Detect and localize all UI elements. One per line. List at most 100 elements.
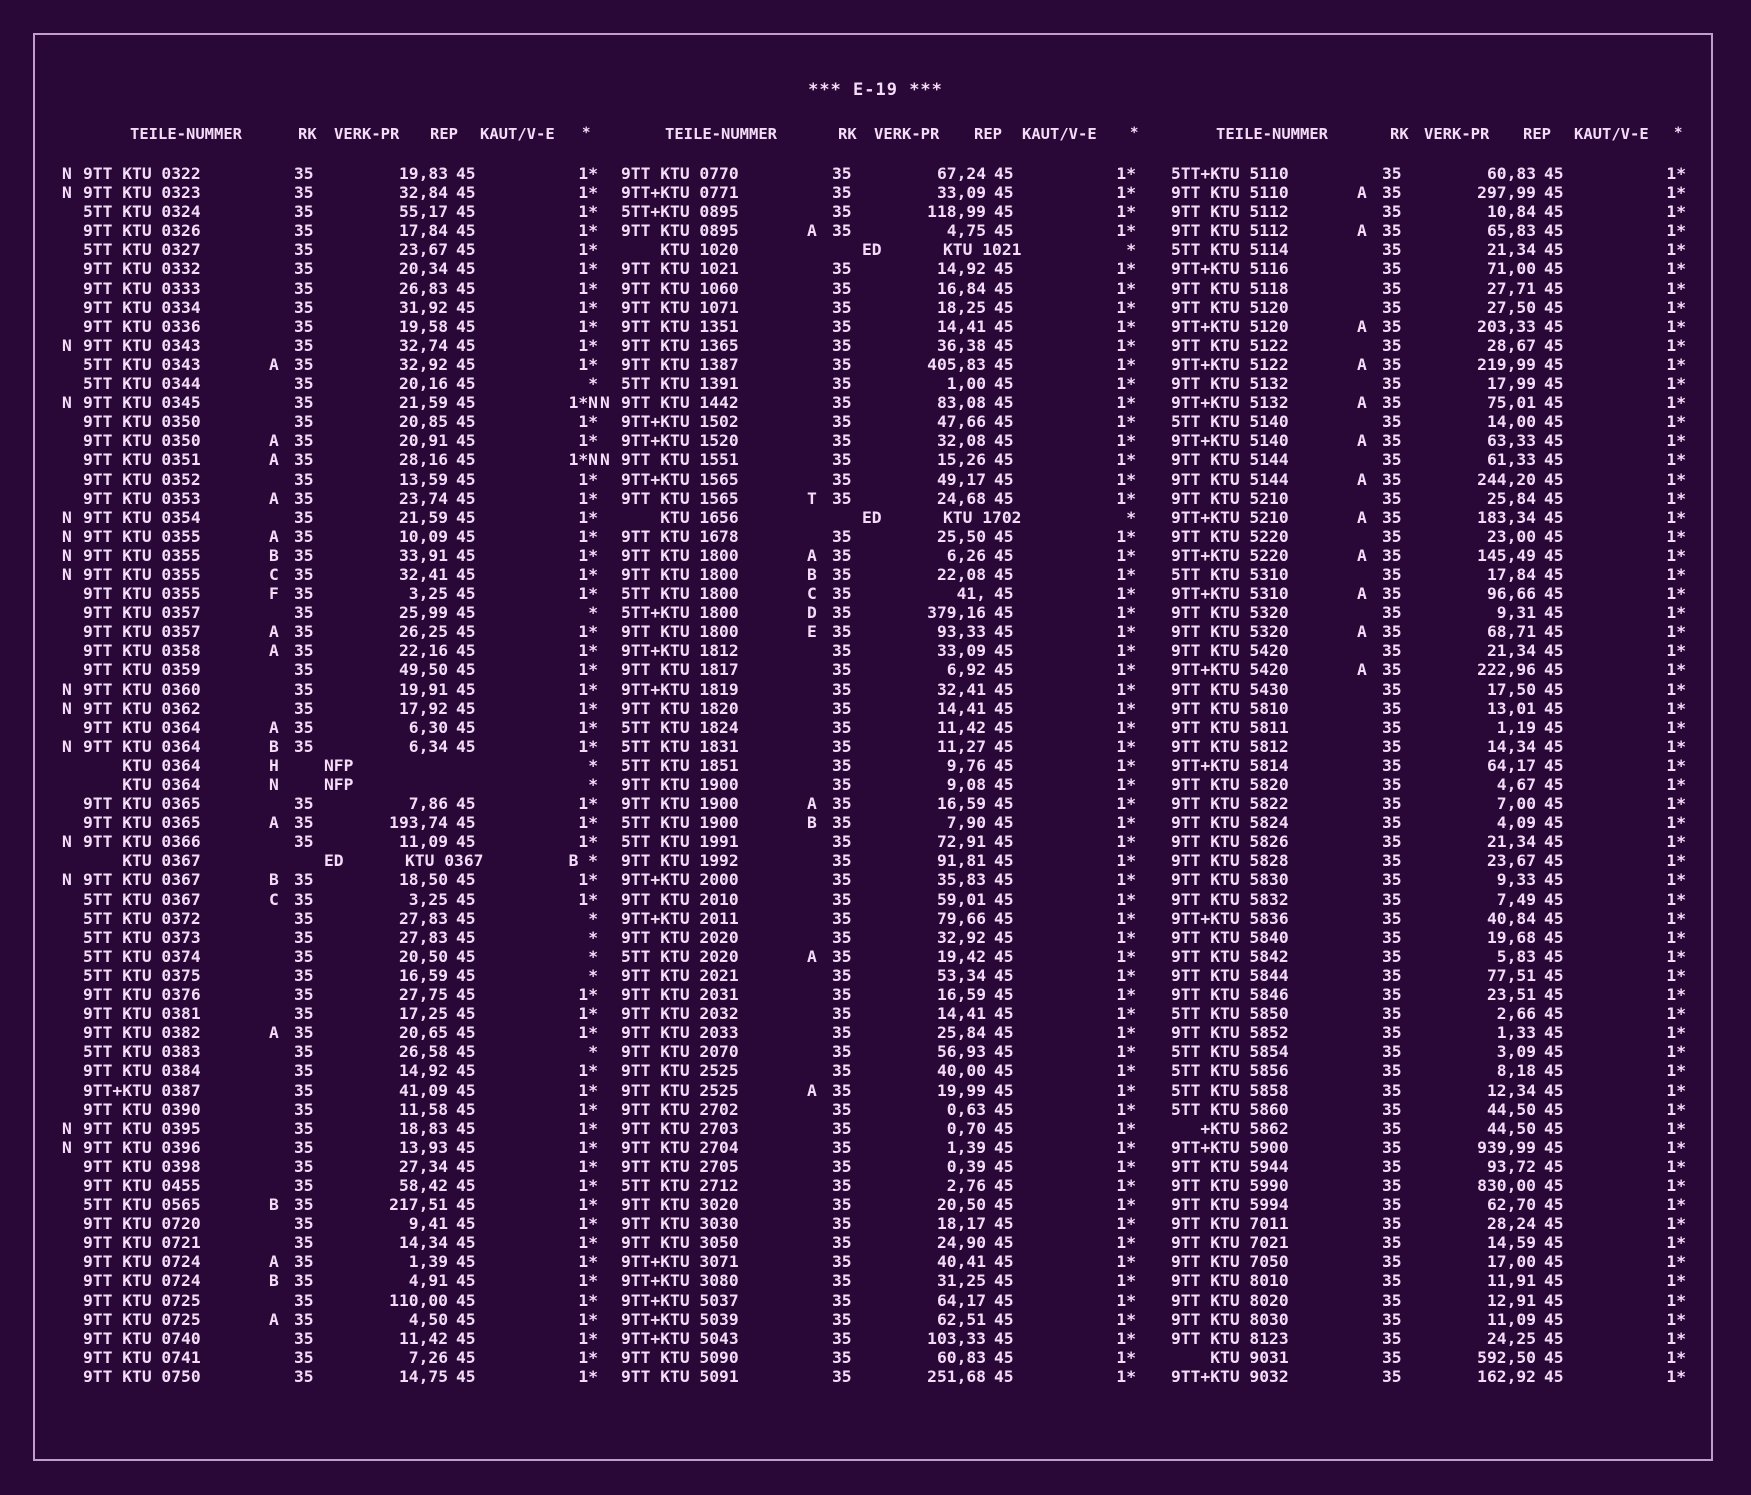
kaut-value: 1* bbox=[1116, 1252, 1136, 1272]
rk-value: 35 bbox=[1382, 564, 1402, 584]
variant-code: A bbox=[1357, 622, 1367, 642]
kaut-value: 1* bbox=[578, 1061, 598, 1081]
part-number: 9TT KTU 2033 bbox=[621, 1023, 739, 1043]
kaut-value: 1* bbox=[1666, 832, 1686, 852]
part-number: 9TT KTU 0358 bbox=[83, 641, 201, 661]
kaut-value: 1* bbox=[1666, 354, 1686, 374]
variant-code: A bbox=[269, 1023, 279, 1043]
sale-price: 17,84 bbox=[398, 221, 448, 241]
rk-value: 35 bbox=[832, 1252, 852, 1272]
new-flag: N bbox=[62, 183, 72, 203]
part-number: 9TT KTU 0741 bbox=[83, 1347, 201, 1367]
table-row: 9TT KTU 0352 35 13,59 45 1* bbox=[62, 470, 602, 489]
rk-value: 35 bbox=[294, 794, 314, 814]
kaut-value: 1* bbox=[1116, 908, 1136, 928]
rk-value: 35 bbox=[1382, 393, 1402, 413]
sale-price: 62,70 bbox=[1486, 1195, 1536, 1215]
sale-price: 55,17 bbox=[398, 202, 448, 222]
rk-value: 35 bbox=[294, 1214, 314, 1234]
header-price: VERK-PR bbox=[1424, 125, 1490, 143]
sale-price: 4,91 bbox=[408, 1271, 448, 1291]
rep-value: 45 bbox=[456, 1366, 476, 1386]
rk-value: 35 bbox=[832, 794, 852, 814]
table-row: 9TT KTU 1992 35 91,81 45 1* bbox=[600, 851, 1140, 870]
part-number: 9TT KTU 0355 bbox=[83, 526, 201, 546]
table-row: 9TT KTU 3020 35 20,50 45 1* bbox=[600, 1195, 1140, 1214]
rk-value: 35 bbox=[832, 1347, 852, 1367]
sale-price: 11,27 bbox=[936, 736, 986, 756]
table-row: KTU 9031 35 592,50 45 1* bbox=[1150, 1348, 1690, 1367]
rk-value: 35 bbox=[294, 717, 314, 737]
table-row: N 9TT KTU 0396 35 13,93 45 1* bbox=[62, 1138, 602, 1157]
kaut-value: 1* bbox=[578, 431, 598, 451]
rk-value: 35 bbox=[832, 1195, 852, 1215]
rep-value: 45 bbox=[456, 1214, 476, 1234]
rk-value: 35 bbox=[1382, 335, 1402, 355]
rep-value: 45 bbox=[1544, 603, 1564, 623]
part-number: 9TT+KTU 5220 bbox=[1171, 545, 1289, 565]
rep-value: 45 bbox=[1544, 584, 1564, 604]
part-number: 9TT KTU 1800 bbox=[621, 545, 739, 565]
sale-price: 405,83 bbox=[927, 354, 986, 374]
table-row: 5TT KTU 0374 35 20,50 45 * bbox=[62, 947, 602, 966]
variant-code: A bbox=[1357, 221, 1367, 241]
rk-value: 35 bbox=[294, 1004, 314, 1024]
kaut-value: 1* bbox=[1116, 1328, 1136, 1348]
sale-price: 19,91 bbox=[398, 679, 448, 699]
rk-value: 35 bbox=[1382, 221, 1402, 241]
rk-value: 35 bbox=[832, 1328, 852, 1348]
table-row: 9TT KTU 5812 35 14,34 45 1* bbox=[1150, 737, 1690, 756]
kaut-value: 1* bbox=[578, 297, 598, 317]
kaut-value: 1* bbox=[1666, 221, 1686, 241]
rk-value: 35 bbox=[1382, 316, 1402, 336]
kaut-value: 1* bbox=[1116, 469, 1136, 489]
sale-price: 14,00 bbox=[1486, 412, 1536, 432]
sale-price: 44,50 bbox=[1486, 1118, 1536, 1138]
sale-price: 68,71 bbox=[1486, 622, 1536, 642]
rep-value: 45 bbox=[456, 870, 476, 890]
rk-value: 35 bbox=[294, 545, 314, 565]
rk-value: 35 bbox=[294, 641, 314, 661]
sale-price: 93,72 bbox=[1486, 1156, 1536, 1176]
kaut-value: 1* bbox=[578, 1252, 598, 1272]
rep-value: 45 bbox=[994, 622, 1014, 642]
part-number: 9TT KTU 8010 bbox=[1171, 1271, 1289, 1291]
kaut-value: 1* bbox=[578, 1290, 598, 1310]
header-part-number: TEILE-NUMMER bbox=[130, 125, 242, 143]
rep-value: 45 bbox=[1544, 946, 1564, 966]
rep-value: 45 bbox=[1544, 832, 1564, 852]
kaut-value: 1* bbox=[1116, 832, 1136, 852]
table-row: KTU 1656 * ED KTU 1702 bbox=[600, 508, 1140, 527]
kaut-value: * bbox=[588, 908, 598, 928]
rk-value: 35 bbox=[1382, 1099, 1402, 1119]
variant-code: A bbox=[807, 946, 817, 966]
rk-value: 35 bbox=[1382, 813, 1402, 833]
part-number: 9TT KTU 0367 bbox=[83, 870, 201, 890]
kaut-value: 1* bbox=[578, 488, 598, 508]
part-number: 9TT KTU 5852 bbox=[1171, 1023, 1289, 1043]
rk-value: 35 bbox=[832, 1271, 852, 1291]
kaut-value: 1* bbox=[1116, 545, 1136, 565]
kaut-value: 1* bbox=[1116, 851, 1136, 871]
rep-value: 45 bbox=[456, 1023, 476, 1043]
table-row: 9TT KTU 0741 35 7,26 45 1* bbox=[62, 1348, 602, 1367]
rk-value: 35 bbox=[832, 946, 852, 966]
part-number: 9TT KTU 5112 bbox=[1171, 221, 1289, 241]
sale-price: 11,09 bbox=[398, 832, 448, 852]
rep-value: 45 bbox=[1544, 889, 1564, 909]
kaut-value: 1* bbox=[578, 1347, 598, 1367]
part-number: 9TT KTU 0366 bbox=[83, 832, 201, 852]
rk-value: 35 bbox=[294, 1252, 314, 1272]
rk-value: 35 bbox=[1382, 736, 1402, 756]
table-row: 9TT KTU 5846 35 23,51 45 1* bbox=[1150, 985, 1690, 1004]
table-row: 9TT KTU 0334 35 31,92 45 1* bbox=[62, 298, 602, 317]
rep-value: 45 bbox=[994, 927, 1014, 947]
part-number: 9TT KTU 0326 bbox=[83, 221, 201, 241]
rk-value: 35 bbox=[294, 889, 314, 909]
rk-value: 35 bbox=[832, 526, 852, 546]
table-row: 9TT KTU 2525 35 40,00 45 1* bbox=[600, 1061, 1140, 1080]
ed-marker: ED bbox=[862, 507, 882, 527]
sale-price: 28,67 bbox=[1486, 335, 1536, 355]
rep-value: 45 bbox=[456, 488, 476, 508]
sale-price: 75,01 bbox=[1486, 393, 1536, 413]
